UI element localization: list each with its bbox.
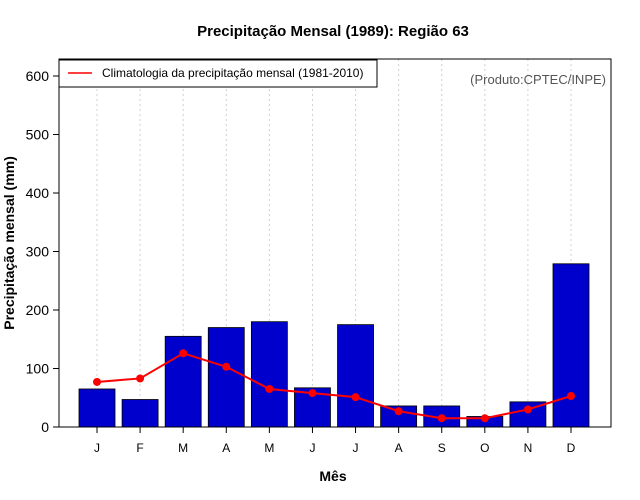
x-tick-label: D (567, 441, 576, 455)
climatology-line-series (93, 349, 575, 423)
x-axis-title: Mês (319, 468, 346, 484)
climatology-point-2 (136, 374, 145, 383)
chart-title: Precipitação Mensal (1989): Região 63 (197, 23, 469, 40)
y-tick-label: 200 (26, 302, 50, 318)
climatology-point-3 (179, 349, 188, 358)
y-tick-label: 0 (41, 419, 49, 435)
y-tick-label: 100 (26, 361, 50, 377)
y-tick-label: 300 (26, 244, 50, 260)
x-tick-label: J (309, 441, 315, 455)
bar-2 (121, 399, 159, 428)
x-tick-label: J (353, 441, 359, 455)
climatology-line (96, 352, 572, 420)
x-tick-label: M (264, 441, 274, 455)
x-tick-label: F (136, 441, 143, 455)
bar-series (78, 263, 590, 428)
x-tick-label: N (524, 441, 533, 455)
climatology-point-9 (437, 414, 446, 423)
x-tick-label: S (438, 441, 446, 455)
climatology-point-7 (351, 393, 360, 402)
climatology-point-4 (222, 362, 231, 371)
climatology-point-8 (394, 407, 403, 416)
x-tick-label: J (94, 441, 100, 455)
legend-box (58, 59, 378, 88)
credit-annotation: (Produto:CPTEC/INPE) (470, 72, 606, 87)
x-tick-label: A (395, 441, 403, 455)
y-tick-label: 400 (26, 185, 50, 201)
climatology-point-5 (265, 384, 274, 393)
bar-7 (337, 324, 374, 428)
bar-1 (78, 388, 116, 428)
x-tick-label: A (222, 441, 230, 455)
y-axis-title: Precipitação mensal (mm) (1, 156, 17, 330)
x-tick-label: O (480, 441, 489, 455)
plot-frame (58, 58, 612, 428)
legend: Climatologia da precipitação mensal (198… (58, 59, 378, 88)
climatology-point-1 (93, 377, 101, 386)
y-axis: 0 100 200 300 400 500 600 (26, 68, 59, 435)
y-tick-label: 500 (26, 127, 50, 143)
y-tick-label: 600 (26, 68, 50, 84)
bar-4 (207, 327, 245, 428)
x-tick-label: M (178, 441, 188, 455)
bar-12 (552, 263, 590, 428)
climatology-point-12 (567, 391, 575, 400)
climatology-point-6 (308, 389, 317, 398)
legend-entry-climatology: Climatologia da precipitação mensal (198… (102, 66, 363, 80)
climatology-point-10 (480, 414, 489, 423)
climatology-point-11 (523, 405, 532, 414)
bar-5 (250, 321, 288, 428)
